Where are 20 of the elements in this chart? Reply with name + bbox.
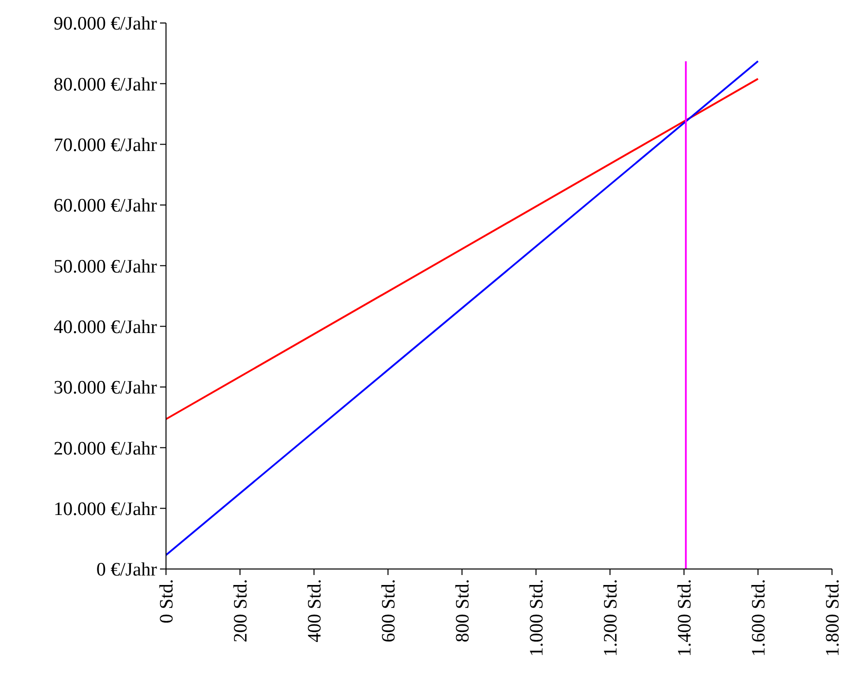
y-tick-label: 80.000 €/Jahr bbox=[54, 74, 158, 96]
x-tick-label: 800 Std. bbox=[452, 579, 474, 642]
y-tick-label: 60.000 €/Jahr bbox=[54, 196, 158, 217]
y-tick-label: 10.000 €/Jahr bbox=[54, 498, 158, 520]
y-tick-label: 30.000 €/Jahr bbox=[54, 378, 158, 399]
x-tick-label: 1.800 Std. bbox=[822, 579, 844, 657]
x-tick-label: 1.000 Std. bbox=[526, 579, 548, 657]
x-tick-label: 400 Std. bbox=[304, 579, 326, 642]
x-tick-label: 200 Std. bbox=[230, 579, 252, 642]
y-tick-label: 70.000 €/Jahr bbox=[54, 134, 158, 156]
x-tick-label: 1.600 Std. bbox=[748, 579, 770, 657]
y-tick-label: 40.000 €/Jahr bbox=[54, 316, 158, 338]
y-tick-label: 50.000 €/Jahr bbox=[54, 256, 158, 278]
x-tick-label: 600 Std. bbox=[378, 579, 400, 642]
x-tick-label: 1.400 Std. bbox=[674, 579, 696, 657]
y-tick-label: 20.000 €/Jahr bbox=[54, 438, 158, 460]
y-tick-label: 0 €/Jahr bbox=[96, 560, 158, 581]
x-tick-label: 1.200 Std. bbox=[600, 579, 622, 657]
y-tick-label: 90.000 €/Jahr bbox=[54, 14, 158, 35]
x-tick-label: 0 Std. bbox=[156, 579, 178, 624]
